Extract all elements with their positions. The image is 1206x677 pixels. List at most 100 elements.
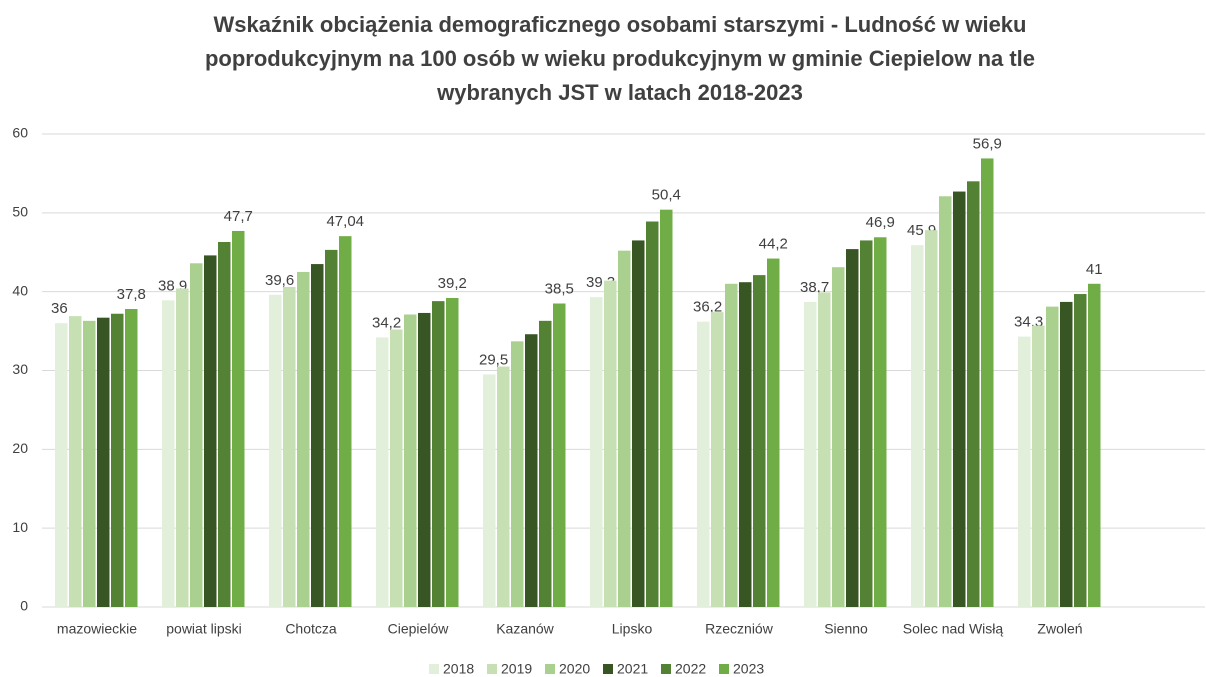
bar — [111, 313, 124, 607]
legend-swatch — [719, 664, 729, 674]
x-tick-label: mazowieckie — [57, 621, 137, 637]
bar — [483, 374, 496, 607]
bar — [69, 316, 82, 607]
data-label: 39,6 — [265, 272, 294, 289]
bar — [55, 323, 68, 607]
legend-swatch — [545, 664, 555, 674]
x-tick-label: Lipsko — [612, 621, 653, 637]
data-label: 44,2 — [759, 236, 788, 253]
bar — [432, 301, 445, 607]
data-label: 47,04 — [326, 213, 364, 230]
y-tick-label: 0 — [20, 598, 28, 614]
bar — [283, 286, 296, 607]
legend-swatch — [603, 664, 613, 674]
bar — [804, 301, 817, 607]
bar — [297, 271, 310, 607]
legend-label: 2019 — [501, 661, 532, 677]
bar — [725, 283, 738, 607]
bar — [311, 264, 324, 607]
bar — [739, 282, 752, 607]
bar — [176, 288, 189, 607]
data-label: 41 — [1086, 261, 1103, 278]
x-tick-label: Kazanów — [496, 621, 554, 637]
bar — [204, 255, 217, 608]
y-tick-label: 20 — [12, 440, 28, 456]
bar — [497, 366, 510, 607]
y-tick-label: 10 — [12, 519, 28, 535]
bar — [832, 267, 845, 607]
bar — [632, 240, 645, 608]
bar — [218, 242, 231, 608]
bar — [967, 181, 980, 608]
bar — [232, 230, 245, 607]
bar — [925, 230, 938, 607]
data-label: 39,2 — [438, 275, 467, 292]
data-label: 37,8 — [117, 286, 146, 303]
data-label: 36 — [51, 300, 68, 317]
x-tick-label: Chotcza — [285, 621, 337, 637]
bar — [753, 275, 766, 607]
bar — [981, 158, 994, 607]
data-label: 38,7 — [800, 279, 829, 296]
bar — [953, 191, 966, 607]
y-tick-label: 30 — [12, 361, 28, 377]
x-tick-label: Zwoleń — [1037, 621, 1082, 637]
bar — [446, 297, 459, 607]
bar — [646, 221, 659, 607]
bar — [325, 249, 338, 607]
legend-label: 2021 — [617, 661, 648, 677]
chart-title: Wskaźnik obciążenia demograficznego osob… — [204, 12, 1036, 105]
x-tick-label: Sienno — [824, 621, 868, 637]
bar — [874, 237, 887, 607]
bar — [97, 317, 110, 607]
bar — [190, 263, 203, 607]
bar — [939, 196, 952, 608]
data-label: 50,4 — [652, 187, 681, 204]
bar — [697, 321, 710, 607]
bar — [404, 314, 417, 607]
bar — [390, 329, 403, 607]
bar — [818, 292, 831, 607]
bar — [511, 341, 524, 607]
bar — [539, 320, 552, 607]
bar — [269, 294, 282, 607]
bar — [376, 337, 389, 607]
legend-label: 2023 — [733, 661, 764, 677]
x-tick-label: Rzeczniów — [705, 621, 774, 637]
legend-label: 2022 — [675, 661, 706, 677]
data-label: 47,7 — [224, 208, 253, 225]
bar — [846, 249, 859, 607]
x-tick-label: Ciepielów — [388, 621, 450, 637]
legend-label: 2020 — [559, 661, 590, 677]
y-tick-label: 50 — [12, 204, 28, 220]
x-tick-label: Solec nad Wisłą — [903, 621, 1004, 637]
bar — [911, 245, 924, 607]
legend-swatch — [487, 664, 497, 674]
legend-swatch — [661, 664, 671, 674]
bar — [1046, 306, 1059, 607]
bar — [711, 312, 724, 607]
data-label: 36,2 — [693, 299, 722, 316]
bar — [860, 240, 873, 608]
data-label: 56,9 — [973, 135, 1002, 152]
bar — [1018, 336, 1031, 607]
y-tick-label: 60 — [12, 125, 28, 141]
bar — [418, 312, 431, 607]
bar — [83, 320, 96, 607]
bar — [525, 334, 538, 607]
bar — [125, 309, 138, 607]
legend-label: 2018 — [443, 661, 474, 677]
data-label: 38,5 — [545, 280, 574, 297]
bar — [553, 303, 566, 607]
bar — [339, 236, 352, 607]
data-label: 34,2 — [372, 314, 401, 331]
bar — [1060, 301, 1073, 607]
bar — [660, 209, 673, 607]
bar — [1088, 283, 1101, 607]
data-label: 29,5 — [479, 351, 508, 368]
data-label: 46,9 — [866, 214, 895, 231]
bar — [604, 280, 617, 607]
bar — [590, 297, 603, 607]
